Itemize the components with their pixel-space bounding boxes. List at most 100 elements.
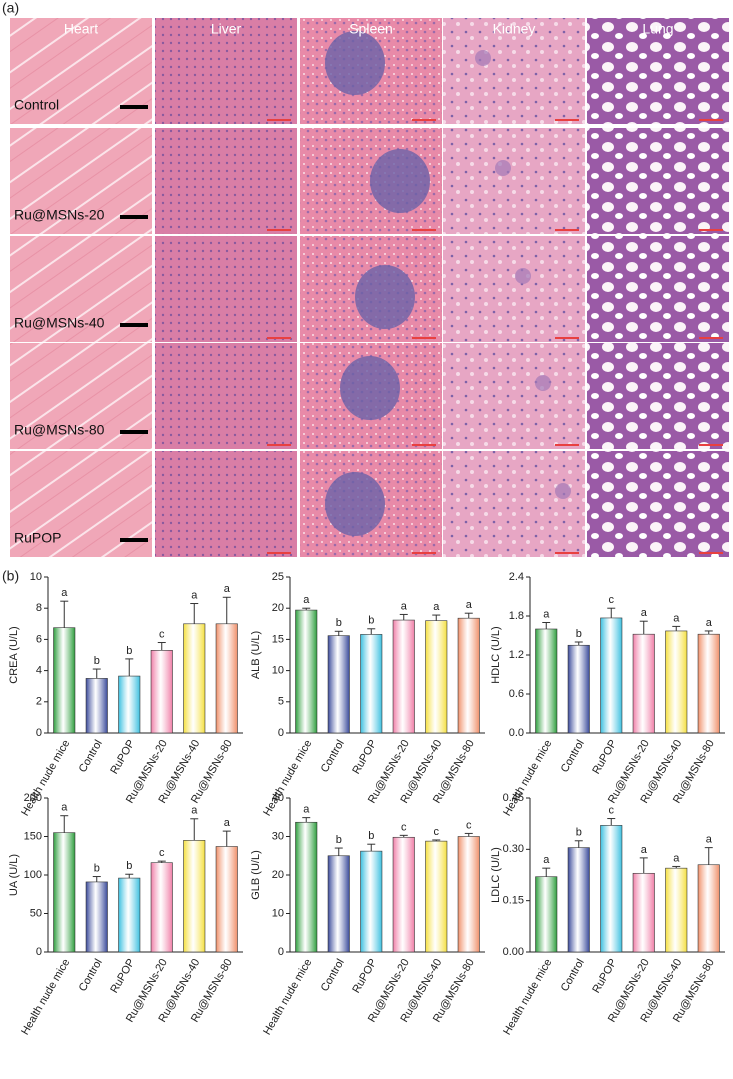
y-tick-label: 2 — [36, 696, 42, 708]
y-tick-label: 0.6 — [509, 688, 524, 700]
significance-letter: a — [433, 601, 440, 613]
y-tick-label: 20 — [272, 869, 284, 881]
group-label: Ru@MSNs-80 — [14, 422, 105, 438]
scale-bar — [267, 119, 291, 121]
y-tick-label: 0.15 — [503, 895, 524, 907]
tissue-image — [155, 451, 297, 557]
bar — [665, 630, 688, 734]
bar — [392, 836, 415, 953]
y-axis-label: GLB (U/L) — [250, 850, 262, 900]
tissue-image — [587, 451, 729, 557]
x-tick-label: Control — [77, 738, 105, 775]
scale-bar — [699, 119, 723, 121]
lymph-node — [355, 265, 415, 329]
significance-letter: a — [224, 583, 231, 595]
significance-letter: b — [576, 628, 582, 640]
tissue-image — [587, 128, 729, 234]
significance-letter: b — [336, 834, 342, 846]
significance-letter: b — [94, 862, 100, 874]
y-tick-label: 0.00 — [503, 946, 524, 958]
bar — [85, 678, 108, 734]
bar — [215, 623, 238, 734]
scale-bar — [555, 229, 579, 231]
y-tick-label: 0 — [278, 946, 284, 958]
bar — [567, 644, 590, 734]
significance-letter: b — [368, 615, 374, 627]
organ-label: Spleen — [349, 21, 393, 37]
bar — [327, 855, 350, 953]
significance-letter: a — [673, 852, 680, 864]
significance-letter: c — [434, 826, 440, 838]
tissue-image — [443, 236, 585, 342]
panel-label: (b) — [2, 568, 19, 584]
tissue-image — [587, 18, 729, 124]
bar — [150, 650, 173, 734]
organ-label: Kidney — [493, 21, 536, 37]
x-tick-label: Health nude mice — [19, 957, 72, 1037]
tissue-image — [587, 343, 729, 449]
scale-bar — [120, 323, 148, 327]
x-tick-label: Control — [77, 957, 105, 994]
x-tick-label: RuPOP — [590, 738, 619, 776]
y-tick-label: 10 — [30, 571, 42, 583]
tissue-image — [443, 128, 585, 234]
y-tick-label: 4 — [36, 665, 42, 677]
glomerulus — [535, 375, 551, 391]
group-label: Ru@MSNs-20 — [14, 207, 105, 223]
y-tick-label: 25 — [272, 571, 284, 583]
scale-bar — [412, 444, 436, 446]
scale-bar — [555, 119, 579, 121]
x-tick-label: Control — [559, 738, 587, 775]
x-tick-label: RuPOP — [350, 957, 379, 995]
x-tick-label: Control — [319, 957, 347, 994]
y-tick-label: 100 — [24, 869, 42, 881]
x-tick-label: RuPOP — [108, 957, 137, 995]
significance-letter: c — [159, 628, 165, 640]
significance-letter: b — [336, 617, 342, 629]
bar — [295, 821, 318, 953]
lymph-node — [325, 472, 385, 536]
bar — [535, 876, 558, 953]
y-axis-label: HDLC (U/L) — [490, 626, 502, 683]
y-axis-label: UA (U/L) — [8, 854, 20, 896]
bar — [85, 881, 108, 953]
bar — [118, 675, 141, 734]
organ-label: Liver — [211, 21, 242, 37]
significance-letter: c — [609, 804, 615, 816]
bar — [665, 867, 688, 953]
y-tick-label: 50 — [30, 907, 42, 919]
y-axis-label: CREA (U/L) — [8, 626, 20, 683]
glomerulus — [495, 160, 511, 176]
bar — [632, 633, 655, 734]
bar — [360, 634, 383, 734]
scale-bar — [699, 337, 723, 339]
significance-letter: b — [126, 645, 132, 657]
tissue-image — [443, 451, 585, 557]
bar — [327, 635, 350, 734]
bar — [53, 627, 76, 734]
significance-letter: b — [368, 830, 374, 842]
x-tick-label: Health nude mice — [501, 738, 554, 818]
y-tick-label: 8 — [36, 602, 42, 614]
y-tick-label: 20 — [272, 602, 284, 614]
y-axis-label: LDLC (U/L) — [490, 847, 502, 903]
significance-letter: a — [706, 834, 713, 846]
scale-bar — [412, 337, 436, 339]
bar — [425, 620, 448, 734]
bar — [118, 877, 141, 953]
tissue-image — [155, 236, 297, 342]
y-tick-label: 0.0 — [509, 727, 524, 739]
bar — [600, 617, 623, 734]
glomerulus — [555, 483, 571, 499]
significance-letter: a — [641, 844, 648, 856]
significance-letter: a — [543, 608, 550, 620]
scale-bar — [555, 552, 579, 554]
significance-letter: a — [543, 854, 550, 866]
x-tick-label: Control — [559, 957, 587, 994]
bar — [632, 872, 655, 953]
significance-letter: a — [224, 817, 231, 829]
scale-bar — [555, 337, 579, 339]
lymph-node — [340, 356, 400, 420]
scale-bar — [267, 337, 291, 339]
bar — [215, 846, 238, 953]
